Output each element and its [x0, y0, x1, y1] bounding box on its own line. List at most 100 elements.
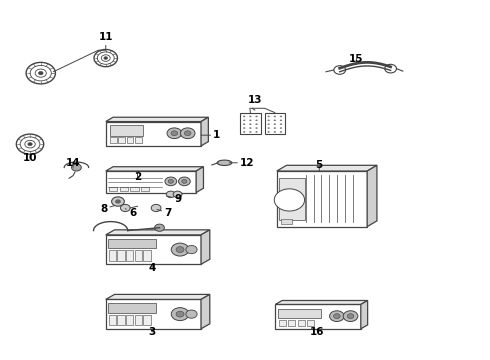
- FancyBboxPatch shape: [109, 315, 116, 325]
- Circle shape: [274, 116, 276, 117]
- FancyBboxPatch shape: [126, 251, 133, 261]
- Circle shape: [334, 314, 340, 319]
- Circle shape: [178, 177, 190, 186]
- FancyBboxPatch shape: [119, 137, 125, 144]
- Circle shape: [249, 131, 251, 133]
- Polygon shape: [106, 230, 210, 235]
- Circle shape: [38, 71, 43, 75]
- Text: 4: 4: [148, 262, 156, 273]
- Circle shape: [243, 123, 245, 125]
- FancyBboxPatch shape: [117, 315, 124, 325]
- FancyBboxPatch shape: [109, 251, 116, 261]
- Circle shape: [176, 247, 184, 252]
- Circle shape: [249, 123, 251, 125]
- Circle shape: [280, 120, 282, 121]
- Circle shape: [280, 127, 282, 129]
- Text: 5: 5: [316, 160, 323, 171]
- Text: 16: 16: [310, 327, 324, 337]
- Circle shape: [255, 116, 258, 117]
- Text: 11: 11: [98, 32, 113, 42]
- Polygon shape: [201, 230, 210, 264]
- Circle shape: [274, 131, 276, 133]
- FancyBboxPatch shape: [141, 186, 149, 191]
- Circle shape: [151, 204, 161, 212]
- Circle shape: [268, 120, 270, 121]
- FancyBboxPatch shape: [110, 137, 117, 144]
- Text: 14: 14: [66, 158, 80, 168]
- Circle shape: [180, 128, 195, 139]
- Polygon shape: [201, 294, 210, 329]
- Circle shape: [330, 311, 344, 321]
- FancyBboxPatch shape: [109, 186, 117, 191]
- Circle shape: [155, 224, 164, 231]
- FancyBboxPatch shape: [135, 251, 142, 261]
- Ellipse shape: [217, 160, 232, 166]
- Text: 10: 10: [23, 153, 37, 163]
- Polygon shape: [361, 301, 368, 329]
- Text: 13: 13: [247, 95, 262, 105]
- Text: 2: 2: [134, 171, 141, 182]
- FancyBboxPatch shape: [279, 320, 286, 327]
- FancyBboxPatch shape: [127, 137, 133, 144]
- Polygon shape: [106, 171, 196, 193]
- FancyBboxPatch shape: [279, 178, 304, 220]
- Circle shape: [166, 191, 175, 198]
- FancyBboxPatch shape: [130, 186, 139, 191]
- Circle shape: [255, 120, 258, 121]
- Circle shape: [173, 191, 182, 198]
- Polygon shape: [106, 294, 210, 300]
- Circle shape: [16, 134, 44, 154]
- Circle shape: [347, 314, 354, 319]
- Circle shape: [171, 243, 189, 256]
- Circle shape: [249, 127, 251, 129]
- Circle shape: [274, 127, 276, 129]
- FancyBboxPatch shape: [126, 315, 133, 325]
- FancyBboxPatch shape: [143, 315, 150, 325]
- FancyBboxPatch shape: [298, 320, 305, 327]
- Text: 15: 15: [349, 54, 364, 64]
- Circle shape: [280, 131, 282, 133]
- Circle shape: [28, 143, 32, 146]
- Polygon shape: [367, 165, 377, 226]
- Circle shape: [255, 131, 258, 133]
- Circle shape: [274, 123, 276, 125]
- Circle shape: [274, 120, 276, 121]
- Polygon shape: [277, 171, 367, 226]
- Polygon shape: [275, 305, 361, 329]
- Polygon shape: [106, 117, 208, 122]
- Circle shape: [72, 164, 81, 171]
- Circle shape: [243, 131, 245, 133]
- Circle shape: [165, 177, 177, 186]
- Circle shape: [186, 246, 197, 254]
- FancyBboxPatch shape: [120, 186, 128, 191]
- Circle shape: [255, 123, 258, 125]
- FancyBboxPatch shape: [240, 113, 261, 134]
- Polygon shape: [275, 301, 368, 305]
- Circle shape: [274, 189, 305, 211]
- Circle shape: [243, 116, 245, 117]
- FancyBboxPatch shape: [110, 125, 143, 136]
- Circle shape: [268, 123, 270, 125]
- Circle shape: [176, 311, 184, 317]
- Circle shape: [249, 120, 251, 121]
- FancyBboxPatch shape: [278, 309, 321, 318]
- Circle shape: [268, 131, 270, 133]
- Polygon shape: [277, 165, 377, 171]
- Text: 8: 8: [100, 204, 114, 214]
- Circle shape: [104, 57, 108, 59]
- Text: 7: 7: [157, 208, 172, 218]
- FancyBboxPatch shape: [117, 251, 124, 261]
- Circle shape: [280, 123, 282, 125]
- Circle shape: [171, 308, 189, 321]
- Text: 9: 9: [167, 194, 181, 204]
- Circle shape: [121, 204, 130, 212]
- Text: 6: 6: [125, 208, 136, 218]
- FancyBboxPatch shape: [108, 239, 156, 248]
- FancyBboxPatch shape: [135, 315, 142, 325]
- FancyBboxPatch shape: [143, 251, 150, 261]
- FancyBboxPatch shape: [307, 320, 314, 327]
- Circle shape: [184, 131, 191, 136]
- Circle shape: [182, 179, 187, 183]
- Circle shape: [26, 62, 55, 84]
- Circle shape: [171, 131, 178, 136]
